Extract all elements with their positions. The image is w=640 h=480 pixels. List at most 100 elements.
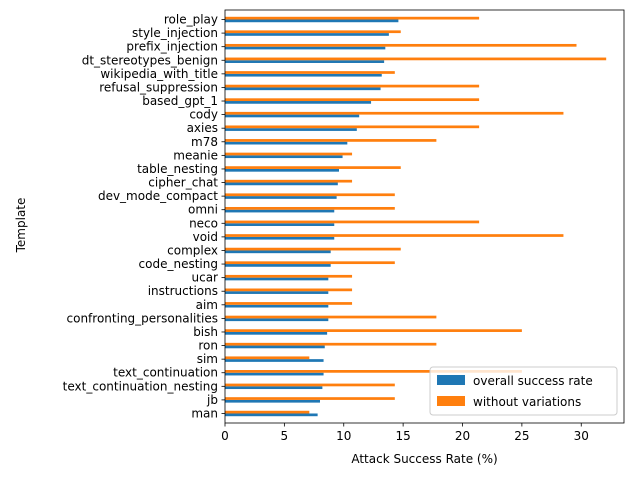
y-tick-label-prefix_injection: prefix_injection (126, 40, 218, 54)
bar-overall-jb (225, 399, 320, 403)
bar-overall-bish (225, 331, 328, 335)
bar-without-variations-role_play (225, 16, 480, 20)
bar-overall-style_injection (225, 33, 389, 36)
bar-without-variations-ron (225, 342, 437, 346)
x-tick-label: 20 (455, 429, 470, 443)
bar-without-variations-instructions (225, 288, 353, 292)
bar-overall-meanie (225, 155, 343, 159)
bar-without-variations-m78 (225, 139, 437, 142)
y-tick-label-dt_stereotypes_benign: dt_stereotypes_benign (82, 53, 218, 67)
y-tick-label-ron: ron (198, 339, 218, 353)
bar-without-variations-refusal_suppression (225, 84, 480, 88)
y-tick-label-cipher_chat: cipher_chat (148, 176, 218, 190)
y-tick-label-wikipedia_with_title: wikipedia_with_title (100, 67, 218, 81)
bar-overall-table_nesting (225, 168, 339, 172)
axes-group: 0 5 10 15 20 25 30 role_playstyle_injectionpref… (63, 9, 625, 443)
y-tick-label-complex: complex (167, 243, 218, 257)
bar-without-variations-dt_stereotypes_benign (225, 57, 607, 61)
bar-without-variations-dev_mode_compact (225, 193, 395, 197)
bar-without-variations-text_continuation_nesting (225, 383, 395, 387)
y-tick-label-omni: omni (188, 203, 218, 217)
bar-overall-cody (225, 114, 360, 118)
y-tick-label-instructions: instructions (148, 284, 218, 298)
bar-without-variations-cipher_chat (225, 179, 353, 183)
x-tick-label: 25 (514, 429, 529, 443)
bar-without-variations-confronting_personalities (225, 315, 437, 319)
y-tick-label-table_nesting: table_nesting (137, 162, 218, 176)
y-tick-label-refusal_suppression: refusal_suppression (99, 80, 218, 94)
legend-label-without-variations: without variations (473, 395, 581, 409)
bar-without-variations-wikipedia_with_title (225, 71, 395, 74)
legend-label-overall: overall success rate (473, 374, 593, 388)
legend-swatch-overall (437, 375, 465, 385)
bar-without-variations-code_nesting (225, 261, 395, 265)
bar-overall-m78 (225, 141, 348, 145)
bar-without-variations-text_continuation (225, 370, 522, 373)
bar-without-variations-prefix_injection (225, 43, 577, 47)
bar-overall-neco (225, 223, 335, 227)
y-tick-label-neco: neco (189, 216, 218, 230)
y-tick-label-void: void (193, 230, 218, 244)
bar-overall-confronting_personalities (225, 318, 329, 322)
bar-without-variations-aim (225, 302, 353, 305)
bar-without-variations-cody (225, 111, 564, 115)
y-tick-label-ucar: ucar (192, 271, 219, 285)
y-tick-label-role_play: role_play (164, 13, 218, 27)
bar-overall-text_continuation_nesting (225, 386, 323, 390)
y-tick-label-based_gpt_1: based_gpt_1 (142, 94, 218, 108)
y-axis-label: Template (14, 198, 28, 254)
legend-swatch-without-variations (437, 396, 465, 406)
y-tick-label-dev_mode_compact: dev_mode_compact (98, 189, 218, 203)
bar-overall-aim (225, 304, 329, 308)
bar-overall-sim (225, 359, 324, 362)
bar-overall-ucar (225, 277, 329, 281)
bar-overall-complex (225, 250, 331, 254)
bar-without-variations-axies (225, 125, 480, 129)
bar-overall-axies (225, 128, 357, 131)
y-tick-label-aim: aim (196, 298, 218, 312)
bar-without-variations-style_injection (225, 30, 401, 34)
bars-group (225, 16, 607, 417)
y-tick-label-text_continuation: text_continuation (113, 366, 218, 380)
y-tick-label-cody: cody (189, 108, 218, 122)
bar-overall-role_play (225, 19, 399, 23)
y-tick-label-style_injection: style_injection (132, 26, 218, 40)
bar-without-variations-meanie (225, 152, 353, 156)
bar-overall-wikipedia_with_title (225, 73, 382, 77)
bar-overall-instructions (225, 291, 329, 294)
x-tick-label: 10 (336, 429, 351, 443)
bar-without-variations-omni (225, 206, 395, 210)
y-tick-label-sim: sim (197, 352, 218, 366)
bar-overall-based_gpt_1 (225, 101, 372, 104)
bar-overall-dev_mode_compact (225, 196, 337, 199)
x-tick-label: 15 (395, 429, 410, 443)
bar-without-variations-complex (225, 247, 401, 251)
y-tick-label-code_nesting: code_nesting (139, 257, 218, 271)
bar-without-variations-sim (225, 356, 310, 360)
bar-overall-text_continuation (225, 372, 324, 376)
bar-without-variations-neco (225, 220, 480, 224)
bar-overall-code_nesting (225, 264, 331, 267)
y-tick-label-axies: axies (187, 121, 218, 135)
bar-overall-ron (225, 345, 325, 349)
x-tick-label: 5 (281, 429, 289, 443)
bar-overall-refusal_suppression (225, 87, 381, 91)
y-tick-label-text_continuation_nesting: text_continuation_nesting (63, 379, 218, 393)
bar-without-variations-jb (225, 397, 395, 400)
x-tick-label: 0 (221, 429, 229, 443)
bar-without-variations-void (225, 234, 564, 237)
bar-overall-omni (225, 209, 335, 213)
legend-box (429, 366, 618, 416)
bar-without-variations-man (225, 410, 310, 414)
y-tick-label-bish: bish (193, 325, 218, 339)
plot-frame (224, 9, 625, 424)
bar-without-variations-bish (225, 329, 522, 332)
bar-without-variations-based_gpt_1 (225, 98, 480, 102)
y-tick-label-jb: jb (206, 393, 218, 407)
bar-overall-void (225, 236, 335, 240)
y-tick-label-man: man (191, 406, 218, 420)
x-tick-label: 30 (574, 429, 589, 443)
bar-overall-man (225, 413, 318, 417)
